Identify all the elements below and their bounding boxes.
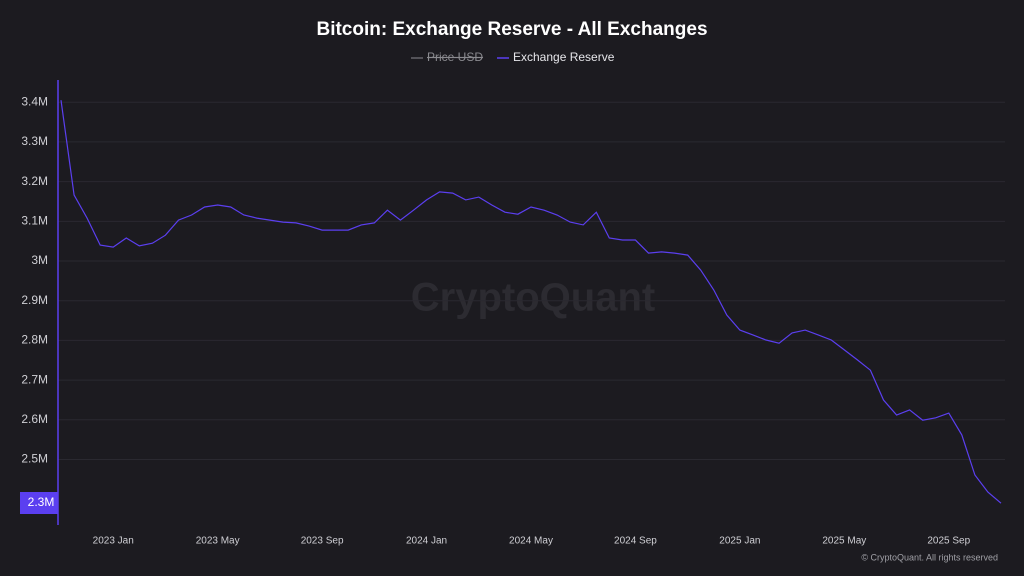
watermark: CryptoQuant (411, 276, 655, 320)
legend-label[interactable]: Exchange Reserve (513, 50, 615, 64)
chart-title: Bitcoin: Exchange Reserve - All Exchange… (316, 19, 707, 40)
x-tick-label: 2025 Sep (927, 536, 970, 547)
current-value-label: 2.3M (28, 495, 55, 509)
x-tick-label: 2024 May (509, 536, 553, 547)
x-tick-label: 2023 Jan (93, 536, 134, 547)
current-value-box (20, 492, 58, 514)
y-tick-label: 3.1M (21, 213, 48, 227)
y-tick-label: 3.2M (21, 174, 48, 188)
y-tick-label: 2.8M (21, 333, 48, 347)
x-tick-label: 2024 Jan (406, 536, 447, 547)
legend-label[interactable]: Price USD (427, 50, 483, 64)
x-tick-label: 2023 Sep (301, 536, 344, 547)
data-line (60, 100, 1002, 504)
x-tick-label: 2025 May (822, 536, 866, 547)
footer: © CryptoQuant. All rights reserved (861, 552, 998, 562)
y-tick-label: 2.5M (21, 452, 48, 466)
plot-area: 2.5M 2.6M 2.7M 2.8M 2.9M 3M 3.1M 3.2M 3.3M 3.4M 20… (20, 80, 1005, 547)
y-tick-label: 3.3M (21, 134, 48, 148)
y-tick-label: 3M (31, 253, 48, 267)
y-tick-label: 2.6M (21, 412, 48, 426)
x-tick-label: 2023 May (196, 536, 240, 547)
x-tick-label: 2024 Sep (614, 536, 657, 547)
x-tick-label: 2025 Jan (719, 536, 760, 547)
y-tick-label: 2.7M (21, 372, 48, 386)
y-tick-label: 2.9M (21, 293, 48, 307)
y-tick-label: 3.4M (21, 94, 48, 108)
